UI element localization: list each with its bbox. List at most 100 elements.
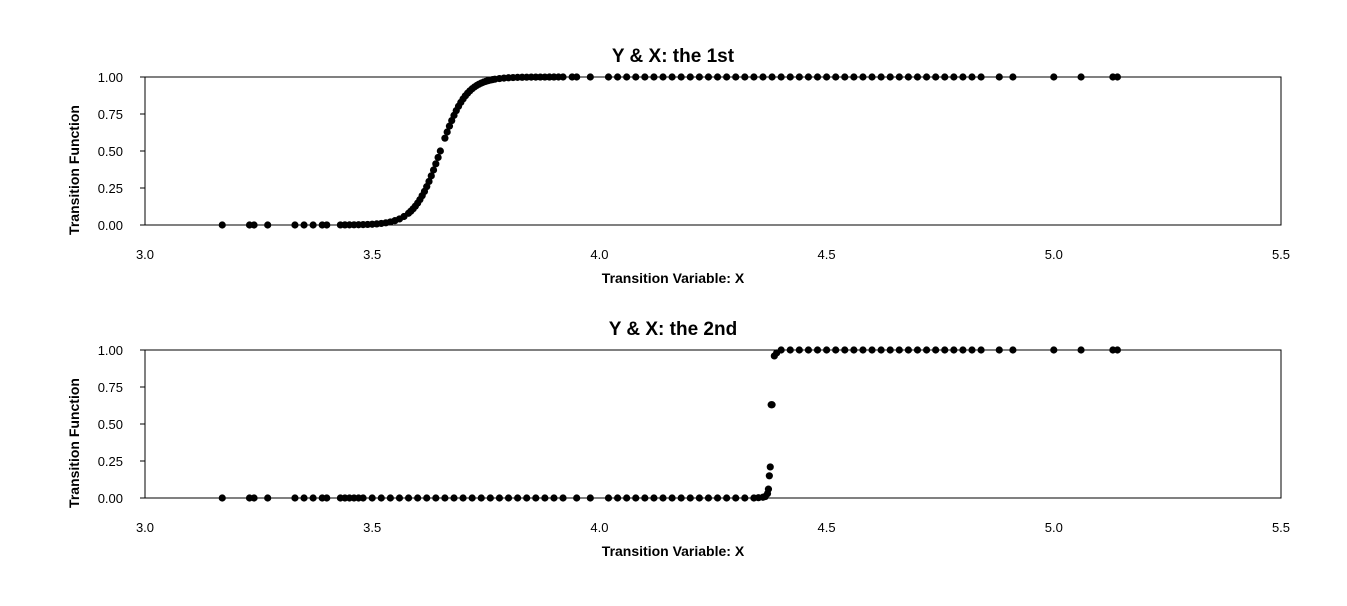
data-point [659,494,667,502]
data-point [445,122,454,130]
data-point [832,73,840,81]
y-tick-label: 0.50 [98,144,123,159]
data-point [795,346,803,354]
y-tick-label: 0.00 [98,218,123,233]
data-point [677,73,685,81]
data-point [695,73,703,81]
data-point [895,73,903,81]
data-point [841,346,849,354]
data-point [427,172,435,180]
data-point [786,346,794,354]
data-point [950,346,958,354]
data-point [441,494,449,502]
chart-panel-1: Y & X: the 1st Transition Variable: X Tr… [66,46,1290,286]
data-point [868,73,876,81]
data-point [425,177,433,186]
data-point [932,346,940,354]
data-point [686,73,694,81]
data-point [1077,73,1085,81]
data-point [218,221,226,229]
data-point [813,346,822,354]
x-tick-label: 4.5 [818,247,836,262]
data-point [468,494,476,502]
data-point [786,73,794,81]
data-point [323,221,331,229]
x-tick-label: 3.5 [363,520,381,535]
data-point [250,494,258,502]
y-tick-label: 0.75 [98,107,123,122]
data-point [850,73,858,81]
data-point [995,346,1003,354]
data-point [623,494,631,502]
data-point [504,494,513,502]
x-tick-label: 5.0 [1045,520,1063,535]
data-point [823,73,831,81]
data-points [218,346,1122,502]
data-point [659,73,667,81]
data-point [750,73,758,81]
data-point [959,73,967,81]
x-tick-label: 3.5 [363,247,381,262]
data-point [523,494,531,502]
x-tick-label: 4.0 [590,520,608,535]
data-point [613,73,622,81]
data-point [766,463,774,471]
data-point [300,221,308,229]
data-point [832,346,840,354]
data-point [995,73,1003,81]
data-point [423,494,431,502]
data-point [841,73,849,81]
data-point [732,494,740,502]
data-point [868,346,876,354]
data-point [777,346,785,354]
data-point [377,494,385,502]
plot-area-frame [144,76,1282,226]
data-point [686,494,694,502]
y-tick-label: 0.75 [98,380,123,395]
data-point [895,346,903,354]
data-point [713,73,722,81]
data-point [623,73,631,81]
data-point [429,166,438,174]
data-point [650,73,658,81]
data-point [1113,346,1122,354]
data-point [1077,346,1085,354]
data-point [850,346,858,354]
x-axis-label: Transition Variable: X [602,543,745,559]
data-point [250,221,258,229]
data-point [768,73,776,81]
data-point [741,494,749,502]
data-point [977,73,985,81]
data-point [765,472,773,480]
plot-area-frame [144,349,1282,499]
data-point [950,73,958,81]
data-point [764,485,773,493]
data-point [968,73,976,81]
y-axis-label: Transition Function [66,378,82,508]
data-point [877,346,885,354]
data-point [668,73,676,81]
data-point [913,73,922,81]
data-point [704,494,713,502]
data-point [323,494,331,502]
data-point [586,494,594,502]
data-point [968,346,976,354]
data-point [632,73,640,81]
x-axis-label: Transition Variable: X [602,270,745,286]
data-point [641,73,649,81]
data-point [404,494,413,502]
axis-ticks: 3.0 3.5 4.0 4.5 5.0 5.5 0.00 0.25 0.50 0.75 1.00 [98,70,1290,262]
data-point [922,346,931,354]
x-tick-label: 5.0 [1045,247,1063,262]
data-point [1113,73,1122,81]
data-point [386,494,394,502]
data-point [573,494,581,502]
data-point [586,73,594,81]
chart-panel-2: Y & X: the 2nd Transition Variable: X Tr… [66,319,1290,559]
x-tick-label: 5.5 [1272,247,1290,262]
data-point [432,494,440,502]
data-point [459,494,467,502]
data-point [913,346,922,354]
